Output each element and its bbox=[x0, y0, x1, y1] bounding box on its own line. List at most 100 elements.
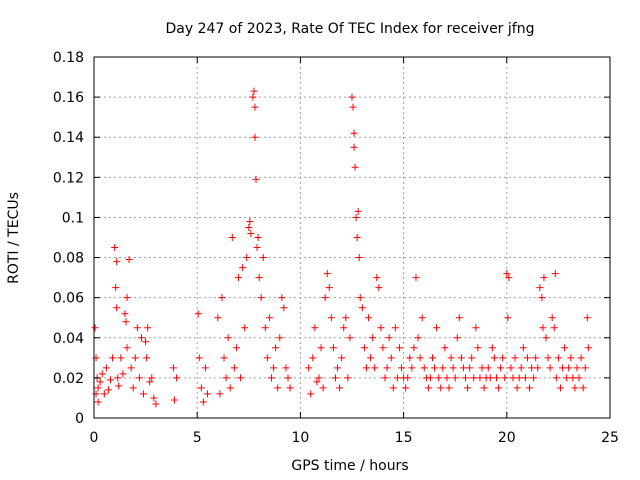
data-point bbox=[254, 234, 262, 241]
data-point bbox=[459, 364, 467, 372]
data-point bbox=[441, 344, 449, 352]
data-point bbox=[327, 314, 335, 322]
data-point bbox=[492, 374, 500, 382]
data-point bbox=[470, 374, 478, 382]
data-point bbox=[114, 374, 122, 382]
chart-title: Day 247 of 2023, Rate Of TEC Index for r… bbox=[166, 21, 535, 37]
data-point bbox=[462, 374, 470, 382]
data-point bbox=[554, 354, 562, 362]
data-point bbox=[431, 364, 439, 372]
data-point bbox=[261, 324, 269, 332]
data-point bbox=[412, 274, 420, 282]
data-point bbox=[530, 374, 538, 382]
data-point bbox=[536, 284, 544, 292]
x-axis-label: GPS time / hours bbox=[291, 458, 408, 474]
data-point bbox=[263, 354, 271, 362]
y-tick-label: 0.16 bbox=[53, 90, 84, 106]
data-point bbox=[109, 354, 117, 362]
data-point bbox=[367, 354, 375, 362]
data-point bbox=[375, 284, 383, 292]
data-point bbox=[125, 256, 133, 264]
data-point bbox=[453, 334, 461, 342]
data-point bbox=[226, 384, 234, 392]
data-point bbox=[113, 304, 121, 312]
data-point bbox=[571, 384, 579, 392]
data-point bbox=[540, 274, 548, 282]
data-point bbox=[581, 364, 589, 372]
data-point bbox=[548, 314, 556, 322]
data-point bbox=[104, 386, 112, 394]
data-point bbox=[323, 270, 331, 278]
data-point bbox=[504, 314, 512, 322]
data-point bbox=[559, 364, 567, 372]
x-tick-label: 25 bbox=[601, 430, 619, 446]
data-point bbox=[457, 354, 465, 362]
data-point bbox=[569, 374, 577, 382]
y-axis-label: ROTI / TECUs bbox=[6, 192, 22, 284]
data-point bbox=[331, 374, 339, 382]
data-point bbox=[284, 374, 292, 382]
data-point bbox=[107, 376, 115, 384]
data-point bbox=[435, 374, 443, 382]
data-point bbox=[398, 364, 406, 372]
data-point bbox=[476, 374, 484, 382]
data-point bbox=[222, 374, 230, 382]
data-point bbox=[350, 143, 358, 151]
data-point bbox=[355, 254, 363, 262]
data-point bbox=[365, 314, 373, 322]
data-point bbox=[135, 374, 143, 382]
data-point bbox=[142, 338, 150, 346]
y-tick-label: 0.12 bbox=[53, 170, 84, 186]
data-point bbox=[515, 374, 523, 382]
data-point bbox=[497, 364, 505, 372]
data-point bbox=[224, 334, 232, 342]
data-point bbox=[551, 270, 559, 278]
data-point bbox=[321, 294, 329, 302]
data-point bbox=[528, 364, 536, 372]
data-point bbox=[402, 384, 410, 392]
data-point bbox=[532, 354, 540, 362]
data-point bbox=[472, 324, 480, 332]
axis-ticks: 0 5 10 15 20 25 0 0.02 0.04 0.06 0.08 0.1 0.12 0.14 0.… bbox=[53, 50, 619, 446]
data-point bbox=[511, 354, 519, 362]
data-point bbox=[216, 390, 224, 398]
plot-frame bbox=[93, 56, 611, 419]
data-point bbox=[334, 364, 342, 372]
data-point bbox=[393, 374, 401, 382]
data-point bbox=[433, 324, 441, 332]
data-point bbox=[148, 374, 156, 382]
data-point bbox=[112, 284, 120, 292]
y-tick-label: 0 bbox=[75, 411, 84, 427]
data-point bbox=[478, 364, 486, 372]
data-point bbox=[513, 384, 521, 392]
data-point bbox=[437, 384, 445, 392]
data-point bbox=[526, 384, 534, 392]
data-point bbox=[251, 133, 259, 141]
data-point bbox=[220, 354, 228, 362]
data-point bbox=[319, 384, 327, 392]
data-point bbox=[418, 314, 426, 322]
data-point bbox=[170, 396, 178, 404]
y-tick-label: 0.14 bbox=[53, 130, 84, 146]
data-point bbox=[234, 274, 242, 282]
data-point bbox=[214, 314, 222, 322]
data-point bbox=[98, 370, 106, 378]
data-point bbox=[123, 294, 131, 302]
data-point bbox=[464, 384, 472, 392]
data-point bbox=[428, 354, 436, 362]
data-point bbox=[354, 207, 362, 215]
data-point bbox=[505, 274, 513, 282]
data-point bbox=[100, 390, 108, 398]
data-point bbox=[237, 374, 245, 382]
data-point bbox=[563, 374, 571, 382]
data-point bbox=[133, 324, 141, 332]
data-point bbox=[253, 244, 261, 252]
data-point bbox=[550, 324, 558, 332]
data-point bbox=[228, 234, 236, 241]
data-point bbox=[276, 334, 284, 342]
data-point bbox=[195, 354, 203, 362]
data-point bbox=[245, 223, 253, 231]
data-point bbox=[420, 364, 428, 372]
data-point bbox=[348, 93, 356, 101]
